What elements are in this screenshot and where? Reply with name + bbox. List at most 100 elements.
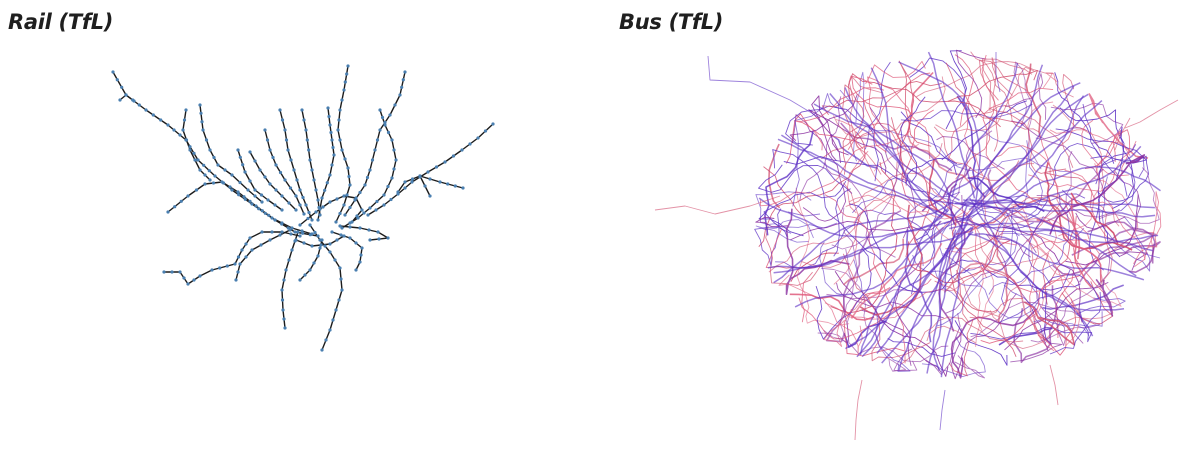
bus-route	[964, 100, 984, 176]
rail-station-node	[380, 115, 385, 120]
bus-panel-title: Bus (TfL)	[619, 10, 724, 34]
rail-station-node	[340, 98, 344, 102]
rail-station-node	[314, 188, 318, 192]
rail-station-node	[338, 224, 342, 228]
rail-station-node	[358, 226, 362, 230]
rail-station-node	[328, 200, 332, 204]
bus-route	[821, 122, 907, 186]
bus-route	[956, 49, 987, 118]
bus-route	[950, 308, 1038, 379]
rail-station-node	[347, 174, 351, 179]
bus-route	[943, 262, 1047, 341]
rail-station-node	[328, 173, 332, 177]
rail-station-node	[267, 213, 271, 217]
rail-station-node	[282, 278, 286, 282]
bus-route	[954, 320, 1008, 366]
rail-station-node	[328, 328, 332, 332]
rail-station-node	[263, 211, 267, 215]
bus-route	[976, 165, 1161, 230]
bus-route	[943, 213, 1034, 229]
rail-station-node	[316, 254, 320, 258]
rail-station-node	[208, 178, 212, 182]
rail-line	[182, 109, 211, 181]
rail-network-panel: Rail (TfL)	[0, 0, 600, 459]
rail-station-node	[334, 308, 338, 312]
rail-station-node	[254, 204, 258, 208]
rail-station-node	[196, 158, 200, 162]
rail-station-node	[210, 268, 214, 272]
rail-station-node	[331, 318, 335, 322]
bus-route	[1095, 278, 1114, 317]
rail-station-node	[280, 222, 284, 226]
rail-station-node	[358, 190, 362, 195]
rail-station-node	[228, 185, 232, 189]
rail-station-node	[289, 232, 293, 236]
bus-route	[960, 200, 1155, 209]
rail-station-node	[248, 236, 252, 240]
rail-station-node	[293, 230, 297, 234]
rail-station-node	[378, 128, 382, 132]
rail-station-node	[360, 208, 364, 212]
rail-station-node	[468, 142, 472, 146]
rail-station-node	[310, 244, 314, 248]
rail-station-node	[212, 155, 216, 160]
rail-station-node	[318, 207, 322, 211]
bus-route	[1056, 73, 1075, 149]
rail-station-node	[151, 113, 155, 117]
bus-route	[916, 61, 1074, 98]
rail-station-node	[332, 153, 336, 157]
rail-station-node	[268, 148, 272, 152]
rail-station-node	[337, 298, 341, 302]
bus-route	[905, 157, 958, 184]
rail-line	[339, 225, 389, 241]
bus-route	[780, 134, 956, 217]
bus-route	[967, 177, 1045, 213]
rail-station-node	[283, 128, 287, 132]
rail-station-node	[339, 233, 343, 237]
bus-route	[833, 188, 851, 257]
bus-route	[821, 267, 907, 372]
bus-route	[974, 233, 1145, 281]
rail-station-node	[303, 273, 307, 277]
rail-station-node	[453, 184, 457, 188]
rail-station-node	[286, 148, 290, 152]
rail-station-node	[280, 298, 285, 302]
bus-route	[801, 161, 898, 268]
rail-station-node	[398, 93, 402, 97]
rail-station-node	[386, 130, 391, 135]
rail-station-node	[280, 288, 284, 292]
bus-route	[950, 250, 994, 347]
bus-route	[785, 113, 864, 164]
rail-station-node	[295, 178, 299, 182]
rail-station-node	[237, 193, 241, 197]
rail-line	[367, 123, 494, 216]
bus-route	[808, 109, 887, 174]
bus-route	[1088, 144, 1137, 271]
rail-station-node	[460, 148, 464, 152]
bus-route	[945, 82, 1081, 197]
bus-route	[970, 301, 1101, 344]
rail-station-node	[115, 78, 119, 82]
rail-station-node	[330, 138, 334, 142]
rail-station-node	[348, 205, 352, 210]
bus-route	[842, 238, 905, 286]
bus-route	[1124, 99, 1179, 129]
rail-station-node	[378, 108, 382, 112]
bus-route	[956, 95, 986, 198]
bus-route	[763, 180, 847, 238]
rail-station-node	[326, 106, 330, 110]
bus-route	[1049, 154, 1146, 235]
bus-route	[900, 316, 1024, 366]
rail-station-node	[324, 338, 328, 342]
rail-station-node	[240, 248, 244, 252]
rail-station-node	[321, 205, 325, 209]
bus-route	[940, 212, 966, 378]
bus-route	[968, 267, 1069, 293]
bus-route	[1037, 298, 1077, 356]
bus-route	[1028, 216, 1051, 284]
rail-station-node	[260, 209, 264, 213]
bus-route	[763, 166, 803, 217]
rail-station-node	[236, 148, 240, 152]
rail-station-node	[282, 317, 286, 321]
rail-station-node	[170, 270, 174, 274]
